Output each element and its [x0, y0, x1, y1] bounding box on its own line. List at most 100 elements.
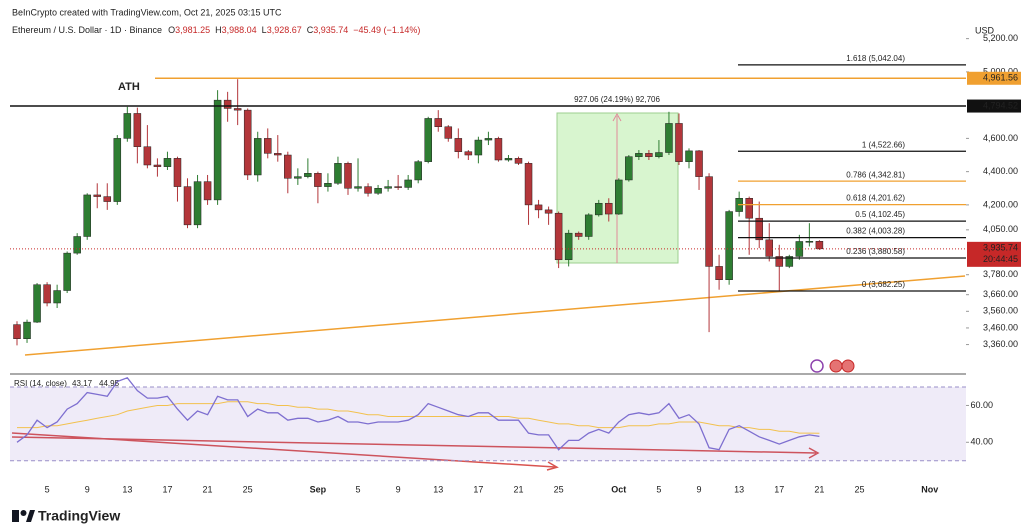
candle-body — [33, 284, 41, 323]
candle-body — [274, 153, 282, 156]
candle-body — [524, 163, 533, 206]
ohlc-value: 3,988.04 — [222, 25, 257, 35]
x-tick-label: 21 — [513, 484, 523, 494]
last-price-label: 3,935.74 — [983, 243, 1018, 253]
candle-body — [294, 176, 302, 179]
candle-body — [143, 146, 152, 166]
fib-label: 0.5 (4,102.45) — [855, 210, 905, 219]
price-label: 4,794.52 — [983, 100, 1018, 110]
x-tick-label: 25 — [855, 484, 865, 494]
y-tick-label: 3,660.00 — [983, 289, 1018, 299]
candle-body — [113, 138, 122, 202]
y-tick-label: 4,200.00 — [983, 199, 1018, 209]
rsi-line — [17, 401, 820, 434]
candle-body — [434, 118, 443, 128]
candle-body — [213, 99, 222, 201]
candle-body — [625, 156, 633, 181]
candle-body — [504, 158, 513, 161]
candle-body — [63, 252, 71, 291]
price-label: 4,961.56 — [983, 73, 1018, 83]
rsi-title: RSI (14, close) — [14, 379, 67, 388]
measure-arrow-head — [612, 112, 622, 122]
candle-body — [594, 202, 603, 216]
y-tick-label: 3,460.00 — [983, 322, 1018, 332]
icon — [841, 359, 855, 373]
candle-body — [83, 194, 91, 237]
candle-body — [243, 109, 252, 176]
y-tick-label: 60.00 — [970, 400, 993, 410]
rsi-value: 43.17 — [72, 379, 93, 388]
candle-body — [645, 153, 653, 157]
candle-body — [394, 186, 402, 188]
y-tick-label: 4,600.00 — [983, 133, 1018, 143]
x-tick-label: 17 — [473, 484, 483, 494]
fib-label: 0 (3,682.25) — [862, 280, 905, 289]
y-tick-label: 5,200.00 — [983, 33, 1018, 43]
x-tick-label: 21 — [203, 484, 213, 494]
x-tick-label: Oct — [611, 484, 626, 494]
candle-body — [424, 118, 432, 162]
y-tick-label: 3,780.00 — [983, 269, 1018, 279]
candle-body — [344, 163, 352, 189]
y-tick-label: 3,560.00 — [983, 306, 1018, 316]
candle-body — [444, 126, 453, 139]
candle-body — [354, 186, 362, 189]
measure-label: 927.06 (24.19%) 92,706 — [574, 95, 660, 104]
candle-body — [775, 256, 784, 267]
logo-text: TradingView — [38, 508, 120, 524]
x-tick-label: Nov — [921, 484, 938, 494]
candle-body — [404, 179, 412, 188]
change: −45.49 (−1.14%) — [353, 25, 420, 35]
price-label-box — [967, 71, 1021, 85]
candle-body — [364, 186, 372, 194]
ohlc-value: 3,981.25 — [175, 25, 210, 35]
candle-body — [163, 158, 172, 167]
candle-body — [574, 232, 583, 237]
y-tick-label: 4,050.00 — [983, 224, 1018, 234]
candle-body — [133, 113, 142, 147]
candle-body — [264, 138, 272, 154]
candle-body — [414, 161, 422, 181]
fib-label: 0.382 (4,003.28) — [846, 227, 905, 236]
symbol: Ethereum / U.S. Dollar · 1D · Binance — [12, 25, 162, 35]
candle-body — [464, 151, 473, 156]
icon — [829, 359, 843, 373]
candle-body — [173, 158, 182, 187]
candle-body — [13, 324, 21, 339]
y-tick-label: 40.00 — [970, 437, 993, 447]
candle-body — [785, 256, 794, 267]
candle-body — [53, 290, 61, 304]
divergence-arrow — [11, 436, 817, 454]
fib-label: 0.786 (4,342.81) — [846, 170, 905, 179]
x-tick-label: 13 — [734, 484, 744, 494]
fib-label: 0.618 (4,201.62) — [846, 194, 905, 203]
rsi-line — [16, 377, 820, 451]
rsi-value: 44.95 — [99, 379, 120, 388]
candles — [13, 79, 824, 346]
candle-body — [153, 164, 162, 167]
x-tick-label: 5 — [45, 484, 50, 494]
x-tick-label: 17 — [162, 484, 172, 494]
candle-body — [484, 138, 493, 141]
candle-body — [815, 241, 824, 250]
arrow-head — [808, 447, 820, 459]
currency: USD — [975, 25, 995, 35]
attribution: BeInCrypto created with TradingView.com,… — [12, 7, 282, 17]
fib-label: 1.618 (5,042.04) — [846, 54, 905, 63]
candle-body — [805, 241, 814, 243]
candle-body — [223, 99, 232, 109]
y-tick-label: 3,360.00 — [983, 339, 1018, 349]
x-tick-label: 13 — [122, 484, 132, 494]
x-tick-label: 9 — [396, 484, 401, 494]
candle-body — [534, 204, 543, 211]
x-tick-label: 25 — [243, 484, 253, 494]
candle-body — [123, 113, 132, 139]
candle-body — [544, 209, 553, 214]
ohlc-key: C — [307, 25, 314, 35]
candle-body — [765, 239, 773, 257]
price-label-box — [967, 99, 1021, 113]
logo-mark — [26, 510, 35, 522]
candle-body — [304, 173, 312, 177]
candle-body — [103, 196, 112, 202]
candle-body — [324, 183, 332, 187]
